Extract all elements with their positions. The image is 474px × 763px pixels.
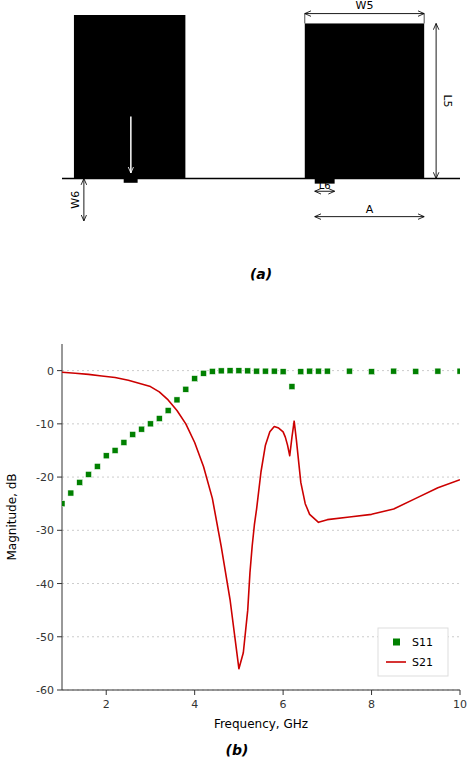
right-resonator bbox=[305, 23, 424, 178]
tick-mark bbox=[283, 690, 284, 695]
tick-mark bbox=[194, 690, 195, 695]
scatter-point bbox=[245, 368, 251, 374]
figure: W5 L5 L6 A W6 (a) 0 -10 -20 -30 -40 -50 -60 2 4 6 8 10 Fre… bbox=[0, 0, 474, 763]
grid-line bbox=[62, 583, 460, 584]
tick-mark bbox=[460, 690, 461, 695]
legend-swatch bbox=[393, 639, 400, 646]
scatter-point bbox=[307, 368, 313, 374]
dimension-label: L5 bbox=[441, 94, 454, 107]
tick-label: 8 bbox=[368, 698, 375, 711]
tick-mark bbox=[57, 530, 62, 531]
scatter-point bbox=[457, 368, 460, 374]
scatter-point bbox=[192, 376, 198, 382]
tick-label: -30 bbox=[36, 524, 54, 537]
grid-line bbox=[62, 370, 460, 371]
scatter-point bbox=[236, 368, 242, 374]
tick-label: 0 bbox=[47, 365, 54, 378]
tick-mark bbox=[57, 690, 62, 691]
y-axis-label: Magnitude, dB bbox=[5, 473, 19, 560]
dimension-arrow bbox=[305, 13, 424, 14]
scatter-point bbox=[391, 368, 397, 374]
scatter-point bbox=[271, 368, 277, 374]
x-axis-line bbox=[62, 690, 460, 691]
grid-line bbox=[62, 530, 460, 531]
scatter-point bbox=[139, 426, 145, 432]
scatter-point bbox=[86, 471, 92, 477]
legend-box bbox=[378, 628, 448, 676]
scatter-point bbox=[324, 368, 330, 374]
scatter-point bbox=[174, 397, 180, 403]
scatter-point bbox=[227, 368, 233, 374]
scatter-point bbox=[315, 368, 321, 374]
dimension-arrow bbox=[315, 216, 424, 217]
scatter-point bbox=[280, 369, 286, 375]
legend-label: S11 bbox=[412, 636, 433, 649]
scatter-point bbox=[289, 384, 295, 390]
extension-line bbox=[424, 14, 425, 24]
tick-label: 10 bbox=[453, 698, 467, 711]
scatter-point bbox=[165, 408, 171, 414]
tick-mark bbox=[57, 477, 62, 478]
scatter-point bbox=[121, 439, 127, 445]
scatter-point bbox=[262, 368, 268, 374]
tick-label: -50 bbox=[36, 631, 54, 644]
dimension-arrow bbox=[436, 23, 437, 178]
tick-label: -20 bbox=[36, 471, 54, 484]
tick-mark bbox=[57, 423, 62, 424]
scatter-point bbox=[369, 369, 375, 375]
legend: S11 S21 bbox=[378, 628, 448, 676]
panel-label: (a) bbox=[250, 266, 272, 282]
dimension-label: W6 bbox=[69, 191, 82, 209]
extension-line bbox=[304, 14, 305, 24]
scatter-point bbox=[130, 431, 136, 437]
scatter-point bbox=[156, 416, 162, 422]
dimension-label: L6 bbox=[319, 180, 331, 191]
tick-label: -10 bbox=[36, 418, 54, 431]
scatter-point bbox=[147, 421, 153, 427]
tick-label: 4 bbox=[191, 698, 198, 711]
scatter-point bbox=[413, 368, 419, 374]
scatter-point bbox=[435, 368, 441, 374]
frequency-response: 0 -10 -20 -30 -40 -50 -60 2 4 6 8 10 Frequency, GHz M… bbox=[5, 344, 467, 731]
series-line bbox=[62, 372, 460, 669]
scatter-point bbox=[298, 369, 304, 375]
signal-arrow bbox=[130, 117, 132, 173]
grid-line bbox=[62, 423, 460, 424]
scatter-point bbox=[68, 490, 74, 496]
dimension-label: A bbox=[366, 203, 374, 216]
tick-label: -40 bbox=[36, 578, 54, 591]
legend-label: S21 bbox=[412, 656, 433, 669]
tick-mark bbox=[106, 690, 107, 695]
tick-label: 6 bbox=[280, 698, 287, 711]
scatter-point bbox=[62, 501, 65, 507]
scatter-point bbox=[218, 368, 224, 374]
left-stub bbox=[124, 178, 138, 183]
scatter-point bbox=[254, 368, 260, 374]
scatter-point bbox=[346, 368, 352, 374]
layout-diagram: W5 L5 L6 A W6 (a) bbox=[62, 0, 460, 282]
dimension-label: W5 bbox=[356, 0, 374, 12]
tick-mark bbox=[57, 636, 62, 637]
tick-mark bbox=[57, 370, 62, 371]
tick-label: -60 bbox=[36, 684, 54, 697]
y-axis-line bbox=[62, 344, 63, 690]
panel-label: (b) bbox=[226, 742, 249, 758]
scatter-point bbox=[103, 453, 109, 459]
tick-mark bbox=[57, 583, 62, 584]
scatter-point bbox=[209, 368, 215, 374]
tick-label: 2 bbox=[103, 698, 110, 711]
plot-area bbox=[62, 368, 460, 669]
scatter-point bbox=[77, 479, 83, 485]
grid-line bbox=[62, 690, 460, 691]
scatter-point bbox=[112, 447, 118, 453]
scatter-point bbox=[94, 463, 100, 469]
tick-mark bbox=[371, 690, 372, 695]
legend-swatch bbox=[386, 661, 406, 663]
left-resonator bbox=[74, 15, 185, 179]
x-axis-label: Frequency, GHz bbox=[214, 717, 308, 731]
scatter-point bbox=[183, 386, 189, 392]
scatter-point bbox=[201, 370, 207, 376]
dimension-arrow bbox=[83, 179, 84, 221]
